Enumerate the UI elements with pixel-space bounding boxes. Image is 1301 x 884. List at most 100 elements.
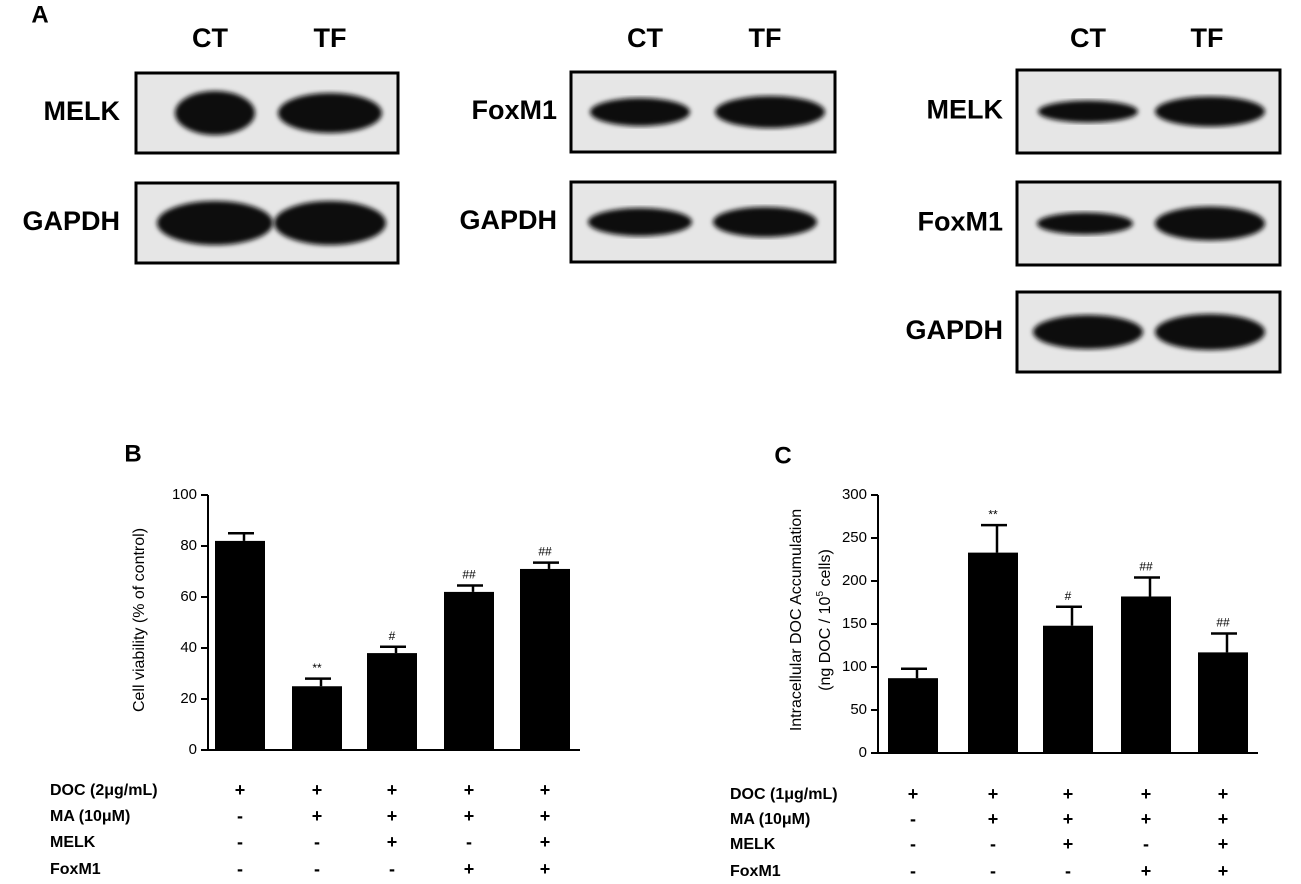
treatment-name: MA (10μM) [730, 811, 810, 828]
bar [968, 552, 1018, 753]
protein-label: FoxM1 [471, 95, 557, 125]
treatment-sign: + [540, 859, 551, 879]
treatment-sign: - [990, 861, 996, 881]
blot-band [715, 96, 825, 128]
treatment-sign: + [312, 780, 323, 800]
bar [520, 568, 570, 750]
y-tick-label: 250 [842, 529, 867, 546]
blot-band [175, 91, 255, 135]
y-tick-label: 300 [842, 486, 867, 503]
treatment-sign: + [540, 832, 551, 852]
blot-band [278, 93, 382, 133]
bar [367, 653, 417, 750]
significance-label: ## [538, 545, 552, 559]
treatment-sign: - [237, 832, 243, 852]
y-axis-label: (ng DOC / 105 cells) [815, 549, 835, 691]
y-axis-label: Cell viability (% of control) [131, 528, 148, 712]
lane-label: TF [314, 23, 347, 53]
treatment-sign: + [387, 806, 398, 826]
treatment-sign: - [910, 834, 916, 854]
treatment-name: MELK [730, 836, 776, 853]
y-axis-label-part: 5 [815, 591, 826, 597]
y-tick-label: 40 [180, 639, 197, 656]
blot-band [1038, 100, 1138, 123]
treatment-name: MELK [50, 834, 96, 851]
panel-label: A [31, 1, 48, 28]
significance-label: ## [1139, 560, 1153, 574]
blot-band [1155, 314, 1265, 350]
treatment-sign: - [314, 859, 320, 879]
blot-band [1155, 206, 1265, 241]
treatment-sign: + [988, 809, 999, 829]
bar [292, 686, 342, 750]
protein-label: GAPDH [22, 206, 120, 236]
treatment-sign: - [910, 809, 916, 829]
treatment-sign: - [314, 832, 320, 852]
lane-label: CT [192, 23, 228, 53]
bar [444, 591, 494, 750]
y-tick-label: 200 [842, 572, 867, 589]
treatment-sign: + [1218, 861, 1229, 881]
blot-band [1155, 96, 1265, 127]
y-tick-label: 0 [189, 741, 197, 758]
lane-label: CT [1070, 23, 1106, 53]
treatment-sign: + [540, 780, 551, 800]
significance-label: ** [988, 507, 998, 521]
y-tick-label: 0 [859, 744, 867, 761]
treatment-sign: - [990, 834, 996, 854]
lane-label: CT [627, 23, 663, 53]
treatment-sign: + [235, 780, 246, 800]
lane-label: TF [1191, 23, 1224, 53]
treatment-sign: - [237, 859, 243, 879]
treatment-sign: - [389, 859, 395, 879]
treatment-sign: + [464, 859, 475, 879]
y-tick-label: 60 [180, 588, 197, 605]
y-tick-label: 100 [842, 658, 867, 675]
treatment-sign: + [1218, 809, 1229, 829]
bar [1121, 596, 1171, 753]
treatment-name: DOC (2μg/mL) [50, 782, 158, 799]
treatment-sign: + [387, 832, 398, 852]
treatment-sign: + [1218, 834, 1229, 854]
treatment-sign: + [1141, 809, 1152, 829]
treatment-sign: + [1063, 809, 1074, 829]
treatment-sign: + [312, 806, 323, 826]
treatment-sign: + [1141, 784, 1152, 804]
y-tick-label: 50 [850, 701, 867, 718]
y-tick-label: 100 [172, 486, 197, 503]
treatment-name: FoxM1 [730, 863, 781, 880]
treatment-name: FoxM1 [50, 861, 101, 878]
protein-label: FoxM1 [917, 207, 1003, 237]
protein-label: GAPDH [905, 315, 1003, 345]
blot-band [588, 208, 692, 236]
y-tick-label: 80 [180, 537, 197, 554]
protein-label: GAPDH [459, 205, 557, 235]
treatment-sign: + [1063, 834, 1074, 854]
treatment-sign: - [466, 832, 472, 852]
treatment-sign: + [1063, 784, 1074, 804]
blot-band [274, 201, 386, 245]
y-tick-label: 150 [842, 615, 867, 632]
protein-label: MELK [44, 96, 121, 126]
blot-band [1037, 212, 1133, 235]
treatment-name: DOC (1μg/mL) [730, 786, 838, 803]
treatment-sign: - [237, 806, 243, 826]
significance-label: # [1065, 589, 1072, 603]
blot-band [590, 98, 690, 126]
blot-band [713, 207, 817, 237]
bar [1043, 625, 1093, 753]
treatment-sign: - [1143, 834, 1149, 854]
treatment-sign: + [1218, 784, 1229, 804]
bar [888, 678, 938, 753]
y-axis-label-part: cells) [817, 549, 834, 591]
significance-label: ** [312, 661, 322, 675]
significance-label: ## [462, 568, 476, 582]
significance-label: # [389, 629, 396, 643]
treatment-sign: - [1065, 861, 1071, 881]
blot-band [1033, 315, 1143, 349]
treatment-sign: + [908, 784, 919, 804]
protein-label: MELK [927, 95, 1004, 125]
treatment-sign: + [387, 780, 398, 800]
treatment-sign: + [988, 784, 999, 804]
